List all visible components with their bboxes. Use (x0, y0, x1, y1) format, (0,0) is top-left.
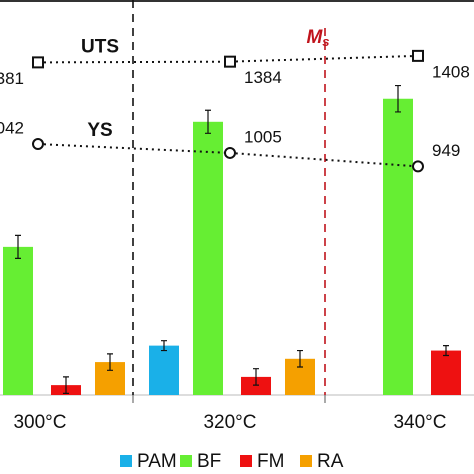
legend-label: RA (317, 451, 344, 472)
value-label: 1408 (432, 62, 470, 81)
point (224, 146, 236, 159)
value-label: 1381 (0, 69, 24, 88)
error-bar (297, 349, 303, 368)
bar (241, 376, 271, 395)
point (412, 49, 424, 62)
legend-swatch (180, 455, 192, 467)
error-bar (161, 340, 167, 352)
error-bar (395, 84, 401, 113)
bar (383, 98, 413, 395)
series-label: UTS (81, 36, 119, 57)
x-tick-label: 320°C (203, 412, 256, 433)
bar (3, 246, 33, 395)
legend-swatch (120, 455, 132, 467)
legend-label: FM (257, 451, 284, 472)
error-bar (253, 368, 259, 386)
bar (149, 345, 179, 395)
error-bar (107, 353, 113, 371)
legend-label: PAM (137, 451, 177, 472)
bar (431, 350, 461, 395)
value-label: 1042 (0, 119, 24, 138)
error-bar (443, 345, 449, 357)
error-bar (63, 376, 69, 394)
value-label: 1005 (244, 127, 282, 146)
x-tick-label: 340°C (393, 412, 446, 433)
point (32, 138, 44, 151)
point (224, 55, 236, 68)
ms-sub: s (322, 34, 329, 49)
legend-swatch (240, 455, 252, 467)
series-label: YS (87, 120, 112, 141)
error-bar (205, 109, 211, 134)
legend-label: BF (197, 451, 221, 472)
legend-swatch (300, 455, 312, 467)
ms-main: M (306, 27, 323, 48)
ms-label: Ms (306, 27, 329, 49)
x-tick-label: 300°C (13, 412, 66, 433)
point (412, 160, 424, 173)
point (32, 56, 44, 69)
value-label: 1384 (244, 68, 282, 87)
value-label: 949 (432, 141, 460, 160)
error-bar (15, 234, 21, 259)
bar (193, 121, 223, 396)
